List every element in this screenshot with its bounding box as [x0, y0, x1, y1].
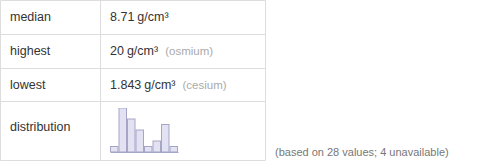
- row-label: distribution: [10, 120, 70, 134]
- value-unit: g/cm³: [127, 44, 158, 58]
- page: median8.71g/cm³highest20g/cm³(osmium)low…: [0, 0, 479, 162]
- hist-bar: [111, 147, 119, 153]
- hist-bar: [153, 141, 161, 152]
- row-label: lowest: [10, 78, 46, 92]
- hist-bar: [136, 130, 144, 152]
- value-note: (cesium): [183, 79, 227, 91]
- footnote: (based on 28 values; 4 unavailable): [275, 146, 449, 158]
- value-number: 20: [110, 44, 124, 58]
- row-border: [1, 0, 266, 1]
- hist-bar: [145, 147, 153, 153]
- row-label: highest: [10, 44, 51, 58]
- table-frame: [1, 1, 266, 161]
- col-border: [100, 1, 101, 161]
- hist-bar: [119, 108, 127, 152]
- col-border: [265, 1, 266, 161]
- hist-bar: [170, 147, 178, 153]
- histogram: [111, 108, 178, 152]
- hist-bar: [128, 119, 136, 152]
- value-number: 1.843: [110, 78, 141, 92]
- col-border: [0, 1, 1, 161]
- row-border: [1, 34, 266, 35]
- row-value: 1.843g/cm³ (cesium): [110, 78, 227, 92]
- x-axis: [111, 152, 179, 153]
- row-label: median: [10, 10, 51, 24]
- row-border: [1, 68, 266, 69]
- hist-bar: [162, 125, 170, 153]
- row-value: 20g/cm³ (osmium): [110, 44, 213, 58]
- row-border: [1, 160, 266, 161]
- value-unit: g/cm³: [144, 78, 175, 92]
- value-note: (osmium): [165, 45, 213, 57]
- value-unit: g/cm³: [137, 10, 168, 24]
- value-number: 8.71: [110, 10, 134, 24]
- row-value: 8.71g/cm³: [110, 10, 169, 24]
- axis-line: [111, 152, 179, 153]
- row-border: [1, 101, 266, 102]
